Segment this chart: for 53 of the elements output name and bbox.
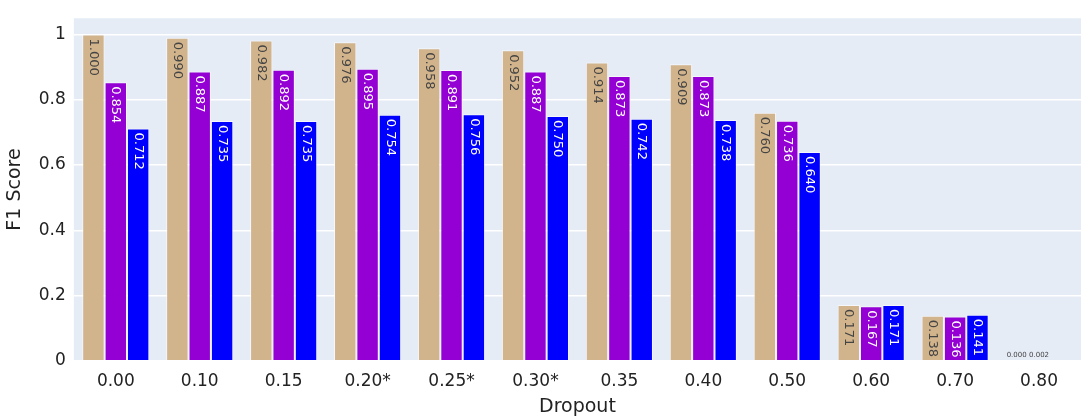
data-label: 1.000 [87, 38, 103, 76]
data-label: 0.171 [887, 309, 903, 347]
data-label: 0.958 [422, 52, 438, 90]
data-label: 0.171 [842, 309, 858, 347]
y-tick-label: 0.8 [38, 88, 66, 109]
y-axis-title: F1 Score [2, 148, 25, 231]
x-tick-label: 0.15 [264, 370, 303, 391]
data-label: 0.760 [758, 116, 774, 155]
x-tick-label: 0.70 [936, 370, 975, 391]
y-tick-label: 0.6 [38, 153, 66, 174]
y-tick-label: 0.4 [38, 218, 66, 239]
x-tick-label: 0.10 [180, 370, 219, 391]
data-label: 0.892 [277, 73, 293, 111]
data-label: 0.887 [193, 75, 209, 113]
x-tick-label: 0.20* [344, 370, 391, 391]
data-label: 0.952 [506, 54, 522, 92]
x-tick-label: 0.35 [600, 370, 639, 391]
data-label: 0.873 [613, 79, 629, 118]
x-axis-title: Dropout [539, 393, 616, 416]
data-label: 0.990 [170, 41, 186, 79]
x-tick-label: 0.00 [96, 370, 135, 391]
data-label: 0.736 [780, 124, 796, 162]
data-label: 0.854 [109, 86, 125, 124]
x-tick-label: 0.30* [512, 370, 559, 391]
data-label: 0.873 [696, 79, 712, 118]
data-label: 0.735 [299, 124, 315, 163]
data-label: 0.756 [467, 118, 483, 156]
data-label: 0.136 [948, 320, 964, 358]
data-label: 0.909 [674, 68, 690, 106]
data-label: 0.742 [635, 122, 651, 160]
x-tick-label: 0.60 [852, 370, 891, 391]
y-tick-label: 1 [55, 22, 66, 43]
data-label: 0.982 [254, 44, 270, 82]
data-label: 0.895 [361, 72, 377, 110]
data-label: 0.976 [338, 46, 354, 84]
data-label: 0.914 [590, 66, 606, 104]
data-label: 0.891 [445, 74, 461, 112]
data-label: 0.167 [864, 310, 880, 348]
data-label: 0.640 [803, 155, 819, 194]
data-label: 0.735 [215, 124, 231, 163]
data-label: 0.750 [551, 120, 567, 158]
x-tick-label: 0.80 [1020, 370, 1058, 391]
x-tick-label: 0.25* [428, 370, 475, 391]
y-tick-label: 0 [55, 349, 66, 370]
x-tick-label: 0.50 [768, 370, 807, 391]
data-label: 0.141 [971, 318, 987, 357]
x-tick-label: 0.40 [684, 370, 723, 391]
data-label: 0.138 [926, 319, 942, 357]
data-label: 0.887 [529, 75, 545, 113]
y-tick-label: 0.2 [38, 283, 66, 304]
data-label: 0.712 [131, 132, 147, 170]
data-label: 0.754 [383, 118, 399, 156]
data-label: 0.738 [719, 124, 735, 162]
